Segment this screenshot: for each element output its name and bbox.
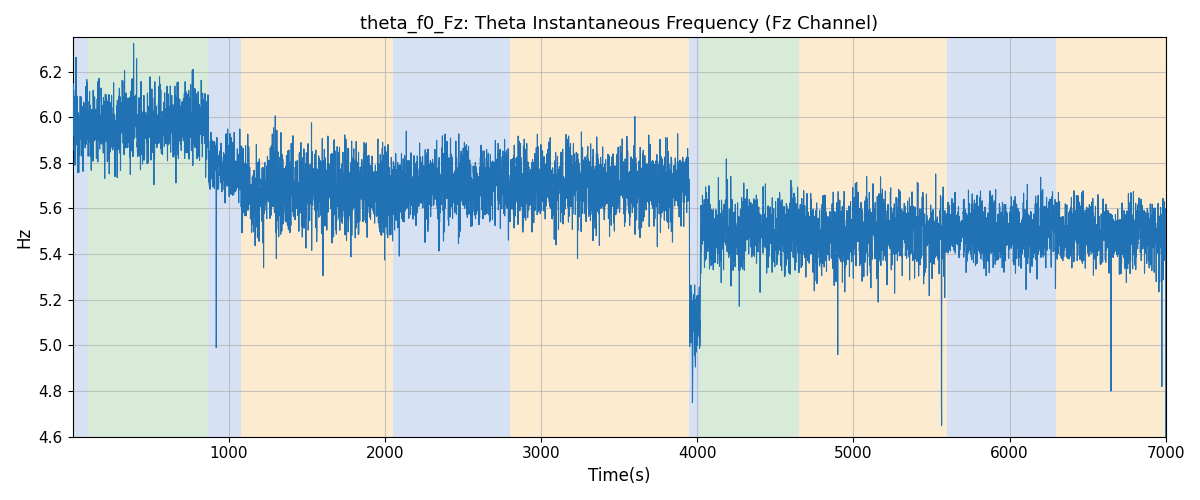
Bar	[209, 38, 241, 436]
Y-axis label: Hz: Hz	[14, 226, 32, 248]
Bar	[799, 38, 947, 436]
Bar	[88, 38, 209, 436]
Bar	[690, 38, 701, 436]
Bar	[701, 38, 799, 436]
X-axis label: Time(s): Time(s)	[588, 467, 650, 485]
Bar	[1056, 38, 1165, 436]
Bar	[510, 38, 690, 436]
Bar	[392, 38, 510, 436]
Title: theta_f0_Fz: Theta Instantaneous Frequency (Fz Channel): theta_f0_Fz: Theta Instantaneous Frequen…	[360, 15, 878, 34]
Bar	[72, 38, 88, 436]
Bar	[241, 38, 392, 436]
Bar	[947, 38, 1056, 436]
